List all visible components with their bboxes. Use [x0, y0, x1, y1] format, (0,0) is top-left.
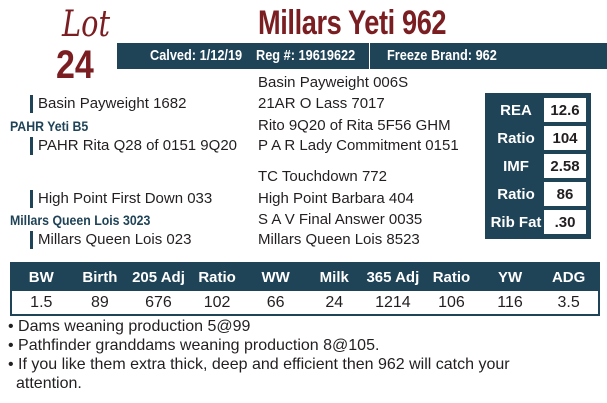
performance-header: Ratio [432, 269, 471, 286]
carcass-row: Rib Fat .30 [488, 208, 588, 236]
performance-header-row: BW Birth 205 Adj Ratio WW Milk 365 Adj Ratio YW A… [12, 264, 598, 291]
pedigree-dd: Millars Queen Lois 023 [30, 231, 191, 249]
info-band: Calved: 1/12/19 Reg #: 19619622 Freeze B… [117, 43, 607, 69]
note-line: • Dams weaning production 5@99 [8, 318, 251, 335]
note-line: • Pathfinder granddams weaning productio… [8, 337, 380, 354]
calved-date: Calved: 1/12/19 [150, 47, 243, 64]
performance-header: BW [28, 269, 54, 286]
performance-header: Milk [319, 269, 349, 286]
performance-header: YW [497, 269, 523, 286]
performance-value: 102 [203, 293, 231, 311]
pedigree-dss: TC Touchdown 772 [258, 168, 387, 185]
carcass-value: 104 [544, 126, 586, 150]
performance-value-row: 1.5 89 676 102 66 24 1214 106 116 3.5 [12, 291, 598, 314]
performance-header: WW [261, 269, 290, 286]
carcass-label: Ratio [497, 129, 535, 147]
performance-value: 116 [497, 293, 523, 311]
carcass-value: 12.6 [544, 98, 586, 122]
pedigree-ds: High Point First Down 033 [30, 190, 212, 208]
carcass-label: Rib Fat [490, 213, 542, 231]
pedigree-sss: Basin Payweight 006S [258, 74, 409, 91]
performance-header: ADG [551, 269, 586, 286]
performance-value: 89 [90, 293, 109, 311]
animal-name: Millars Yeti 962 [258, 4, 447, 42]
freeze-brand: Freeze Brand: 962 [387, 47, 497, 64]
pedigree-dam: Millars Queen Lois 3023 [10, 212, 151, 228]
performance-value: 676 [145, 293, 172, 311]
pedigree-dds: S A V Final Answer 0035 [258, 211, 423, 228]
performance-header: Birth [82, 269, 118, 286]
reg-number: Reg #: 19619622 [256, 47, 356, 64]
pedigree-dsd: High Point Barbara 404 [258, 190, 414, 207]
pedigree-sd: PAHR Rita Q28 of 0151 9Q20 [30, 137, 237, 155]
performance-value: 24 [325, 293, 344, 311]
lot-label: Lot [62, 4, 111, 45]
performance-value: 1.5 [30, 293, 53, 311]
performance-value: 3.5 [557, 293, 580, 311]
band-divider [369, 43, 370, 69]
note-line: attention. [16, 375, 82, 392]
carcass-value: 86 [544, 182, 586, 206]
carcass-row: IMF 2.58 [488, 152, 588, 180]
carcass-label: IMF [503, 157, 529, 175]
performance-table: BW Birth 205 Adj Ratio WW Milk 365 Adj Ratio YW A… [10, 262, 600, 316]
pedigree-ssd: 21AR O Lass 7017 [258, 95, 385, 112]
carcass-table: REA 12.6 Ratio 104 IMF 2.58 Ratio 86 Rib Fat… [485, 93, 591, 239]
carcass-row: REA 12.6 [488, 96, 588, 124]
performance-value: 66 [266, 293, 285, 311]
performance-value: 106 [438, 293, 465, 311]
performance-header: Ratio [198, 269, 236, 286]
pedigree-ss: Basin Payweight 1682 [30, 95, 186, 113]
carcass-value: .30 [544, 210, 586, 234]
carcass-label: REA [500, 101, 532, 119]
pedigree-sds: Rito 9Q20 of Rita 5F56 GHM [258, 117, 451, 134]
carcass-label: Ratio [497, 185, 535, 203]
pedigree-sdd: P A R Lady Commitment 0151 [258, 137, 459, 154]
pedigree-sire: PAHR Yeti B5 [10, 118, 89, 134]
note-line: • If you like them extra thick, deep and… [8, 356, 510, 373]
pedigree-ddd: Millars Queen Lois 8523 [258, 231, 420, 248]
performance-value: 1214 [375, 293, 411, 311]
performance-header: 365 Adj [366, 269, 420, 286]
performance-header: 205 Adj [132, 269, 185, 286]
carcass-row: Ratio 104 [488, 124, 588, 152]
carcass-row: Ratio 86 [488, 180, 588, 208]
lot-number: 24 [56, 43, 94, 87]
carcass-value: 2.58 [544, 154, 586, 178]
